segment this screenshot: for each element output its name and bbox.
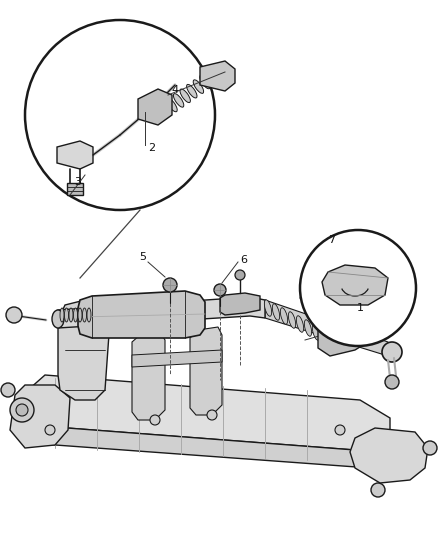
Ellipse shape xyxy=(82,308,86,322)
Text: 7: 7 xyxy=(328,235,336,245)
Ellipse shape xyxy=(173,94,184,107)
Circle shape xyxy=(6,307,22,323)
Polygon shape xyxy=(58,300,110,400)
Polygon shape xyxy=(190,327,222,415)
Ellipse shape xyxy=(78,308,82,322)
Circle shape xyxy=(371,483,385,497)
Polygon shape xyxy=(138,89,172,125)
Ellipse shape xyxy=(87,308,91,322)
Ellipse shape xyxy=(280,308,288,324)
Text: 5: 5 xyxy=(139,252,146,262)
Ellipse shape xyxy=(167,98,177,112)
Polygon shape xyxy=(350,428,428,483)
Circle shape xyxy=(207,410,217,420)
Text: 1: 1 xyxy=(357,303,364,313)
Circle shape xyxy=(10,398,34,422)
Ellipse shape xyxy=(74,308,78,322)
Text: 6: 6 xyxy=(240,255,247,265)
Ellipse shape xyxy=(304,320,312,336)
Text: 3: 3 xyxy=(74,177,81,187)
Ellipse shape xyxy=(64,308,68,322)
Polygon shape xyxy=(200,61,235,91)
Circle shape xyxy=(16,404,28,416)
Circle shape xyxy=(382,342,402,362)
Ellipse shape xyxy=(52,310,64,328)
Circle shape xyxy=(150,415,160,425)
Polygon shape xyxy=(132,332,165,420)
Ellipse shape xyxy=(297,316,304,332)
Polygon shape xyxy=(57,141,93,169)
Polygon shape xyxy=(220,293,260,315)
Circle shape xyxy=(45,425,55,435)
Text: 4: 4 xyxy=(171,85,179,95)
Circle shape xyxy=(336,328,352,344)
Circle shape xyxy=(300,230,416,346)
Polygon shape xyxy=(22,375,390,450)
Ellipse shape xyxy=(60,308,64,322)
Ellipse shape xyxy=(320,328,328,344)
Ellipse shape xyxy=(180,89,191,102)
Ellipse shape xyxy=(265,300,272,316)
Ellipse shape xyxy=(187,84,197,98)
Circle shape xyxy=(25,20,215,210)
Polygon shape xyxy=(78,291,205,338)
Polygon shape xyxy=(132,350,222,367)
Polygon shape xyxy=(15,415,378,468)
Polygon shape xyxy=(58,297,265,328)
Polygon shape xyxy=(265,300,388,356)
Circle shape xyxy=(335,425,345,435)
Ellipse shape xyxy=(193,80,204,93)
Ellipse shape xyxy=(288,312,296,328)
Polygon shape xyxy=(67,183,83,195)
Text: 2: 2 xyxy=(148,143,155,153)
Circle shape xyxy=(1,383,15,397)
Ellipse shape xyxy=(272,304,279,320)
Polygon shape xyxy=(322,265,388,305)
Ellipse shape xyxy=(69,308,73,322)
Circle shape xyxy=(385,375,399,389)
Circle shape xyxy=(423,441,437,455)
Ellipse shape xyxy=(200,75,210,89)
Circle shape xyxy=(214,284,226,296)
Polygon shape xyxy=(10,385,70,448)
Circle shape xyxy=(235,270,245,280)
Ellipse shape xyxy=(312,324,320,340)
Circle shape xyxy=(163,278,177,292)
Polygon shape xyxy=(318,316,368,356)
